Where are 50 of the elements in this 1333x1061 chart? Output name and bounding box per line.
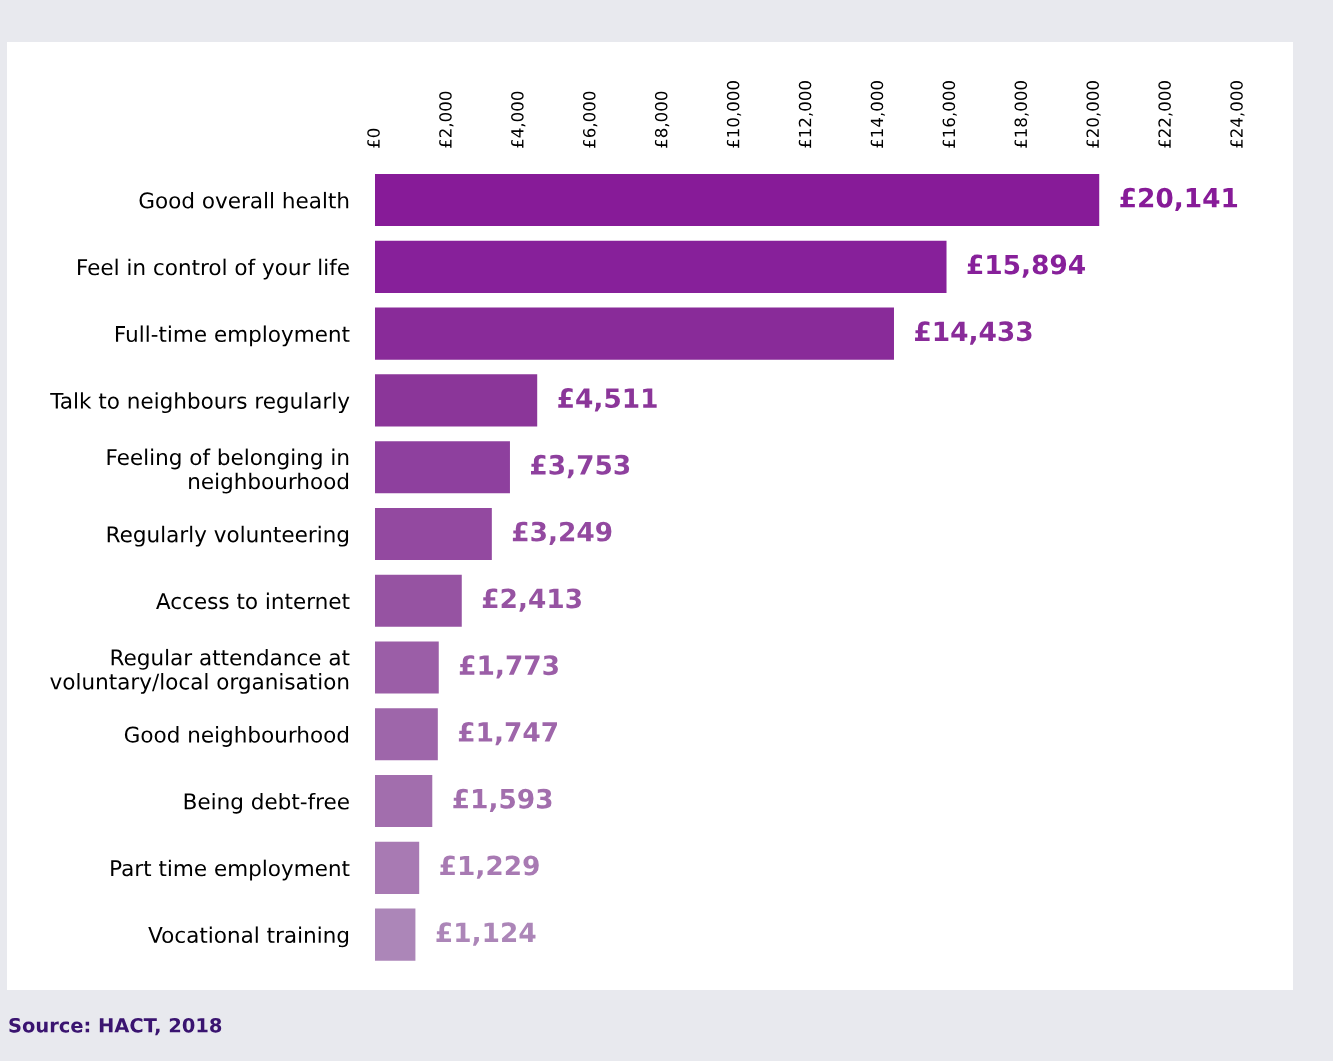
- y-tick-label: Regularly volunteering: [107, 525, 349, 547]
- y-tick-label: Access to internet: [156, 592, 350, 610]
- x-tick-label: £22,000: [1158, 81, 1173, 148]
- data-label: £1,124: [436, 922, 536, 946]
- x-tick-label: £10,000: [726, 81, 742, 148]
- x-tick-label: £4,000: [511, 91, 526, 148]
- y-tick-label: Good neighbourhood: [124, 726, 349, 747]
- bar: [375, 775, 433, 828]
- source-note: Source: HACT, 2018: [9, 1017, 222, 1036]
- bar: [375, 641, 439, 694]
- data-label: £3,753: [531, 454, 630, 479]
- x-tick-label: £18,000: [1014, 81, 1029, 148]
- data-label: £1,593: [453, 788, 552, 813]
- bar: [375, 374, 538, 427]
- y-tick-label: Vocational training: [148, 926, 349, 948]
- bar: [375, 174, 1100, 227]
- data-label: £1,229: [440, 855, 539, 879]
- bar: [375, 708, 438, 761]
- y-tick-label: Feel in control of your life: [78, 258, 349, 280]
- x-tick-label: £20,000: [1086, 81, 1101, 148]
- data-label: £3,249: [512, 521, 612, 545]
- data-label: £1,747: [458, 721, 557, 746]
- x-tick-label: £2,000: [439, 91, 454, 148]
- data-label: £15,894: [967, 254, 1085, 278]
- x-tick-label: £16,000: [942, 81, 957, 148]
- x-tick-label: £24,000: [1230, 81, 1245, 148]
- bar: [375, 441, 510, 494]
- y-tick-label: Good overall health: [139, 191, 349, 209]
- data-label: £20,141: [1120, 187, 1238, 212]
- y-tick-label: Part time employment: [111, 859, 350, 881]
- x-tick-label: £12,000: [798, 81, 814, 148]
- bar: [375, 307, 894, 360]
- y-tick-label: Being debt-free: [184, 792, 349, 814]
- x-tick-label: £0: [367, 128, 380, 148]
- x-tick-label: £8,000: [654, 91, 670, 148]
- bar: [375, 507, 492, 560]
- bar: [375, 908, 416, 961]
- bar: [375, 574, 462, 627]
- x-tick-label: £14,000: [870, 81, 885, 148]
- y-tick-label: Talk to neighbours regularly: [50, 392, 350, 414]
- bar: [375, 841, 420, 894]
- y-tick-label: Regular attendance at voluntary/local organisation: [50, 648, 350, 694]
- data-label: £4,511: [558, 388, 657, 412]
- x-tick-label: £6,000: [582, 91, 598, 148]
- data-label: £2,413: [482, 588, 581, 612]
- data-label: £1,773: [459, 655, 558, 679]
- y-tick-label: Full-time employment: [115, 325, 350, 347]
- y-tick-label: Feeling of belonging in neighbourhood: [107, 448, 349, 494]
- data-label: £14,433: [915, 321, 1032, 345]
- bar: [375, 240, 947, 293]
